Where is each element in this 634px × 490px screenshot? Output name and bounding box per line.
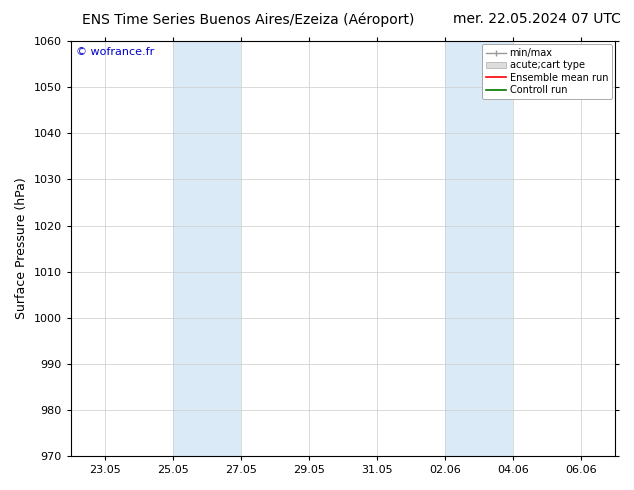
Y-axis label: Surface Pressure (hPa): Surface Pressure (hPa) <box>15 178 28 319</box>
Text: © wofrance.fr: © wofrance.fr <box>76 48 155 57</box>
Bar <box>172 41 241 456</box>
Text: mer. 22.05.2024 07 UTC: mer. 22.05.2024 07 UTC <box>453 12 621 26</box>
Bar <box>445 41 513 456</box>
Text: ENS Time Series Buenos Aires/Ezeiza (Aéroport): ENS Time Series Buenos Aires/Ezeiza (Aér… <box>82 12 415 27</box>
Legend: min/max, acute;cart type, Ensemble mean run, Controll run: min/max, acute;cart type, Ensemble mean … <box>482 44 612 99</box>
